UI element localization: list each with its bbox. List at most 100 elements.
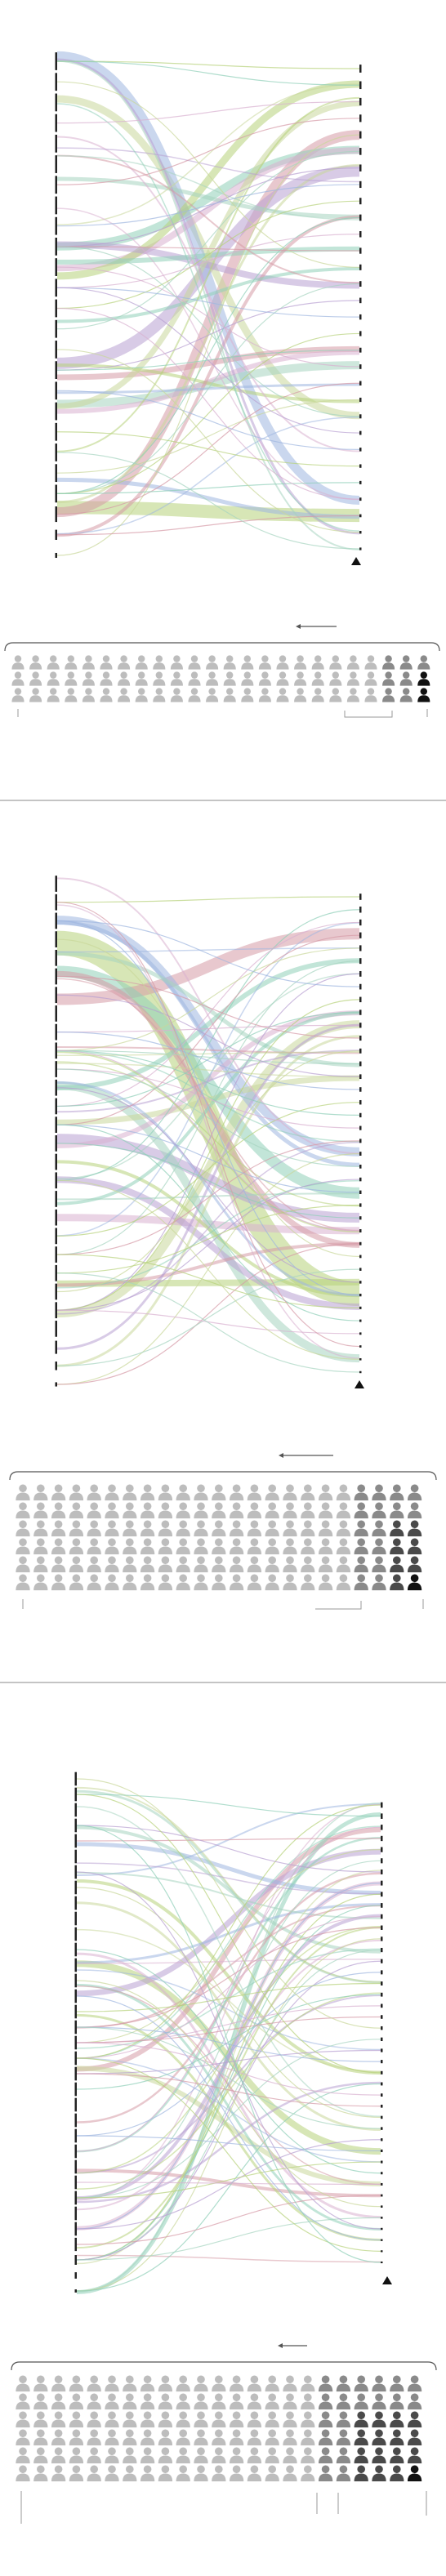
left-node-bar [55,1079,57,1096]
person-icon [16,2393,30,2410]
person-icon [407,2465,422,2482]
flow-link [76,1794,381,2074]
right-node-bar [359,381,362,386]
right-node-bar [381,2138,383,2141]
person-icon [364,688,377,702]
flow-link [76,1848,381,1997]
person-icon [118,655,131,670]
person-icon [140,2447,155,2464]
left-node-bar [55,1340,57,1354]
flow-link [56,973,360,1179]
person-icon [265,1538,279,1555]
flow-diagram-2-right-nodes [359,894,362,1374]
flow-link [56,431,360,467]
person-icon [301,1574,315,1591]
left-node-bar [55,341,57,359]
left-node-bar [55,361,57,380]
flow-link [56,994,360,1077]
right-node-bar [359,958,362,965]
person-icon [188,671,201,686]
person-icon [318,1520,333,1537]
person-icon [301,2411,315,2428]
person-icon [247,1484,262,1501]
right-node-bar [359,397,362,403]
flow-link [76,2161,381,2199]
flow-link [56,896,360,903]
flow-link [56,1134,360,1223]
person-icon [29,688,42,702]
flow-link [56,1011,360,1108]
person-icon [364,671,377,686]
person-icon [194,1574,208,1591]
flow-link [56,83,360,225]
person-icon [123,2375,137,2392]
flow-link [56,167,360,247]
right-node-bar [359,1306,362,1309]
person-icon [265,2447,279,2464]
left-node-bar [55,1264,57,1281]
person-icon [301,2393,315,2410]
person-icon [390,2393,404,2410]
person-icon [140,1538,155,1555]
person-icon [194,1484,208,1501]
flow-link [56,234,360,288]
person-icon [176,2447,190,2464]
left-node-bar [74,2190,77,2205]
person-icon [206,671,219,686]
person-icon [212,1520,226,1537]
left-node-bar [55,1228,57,1245]
flow-link [56,1081,360,1297]
right-node-bar [381,2082,383,2086]
person-icon [354,2411,368,2428]
person-icon [158,2411,173,2428]
person-icon [176,2393,190,2410]
flow-link [56,399,360,474]
right-node-bar [359,1216,362,1220]
left-node-bar [55,1005,57,1022]
flow-link [56,920,360,1296]
person-icon [29,655,42,670]
person-icon [229,2465,244,2482]
flow-link [76,1995,381,2241]
flow-link [76,1994,381,2090]
person-icon [336,2465,351,2482]
person-icon [16,1502,30,1519]
person-icon [223,655,236,670]
person-icon [69,2393,84,2410]
right-node-bar [381,2026,383,2030]
person-icon [247,1538,262,1555]
person-icon [69,1556,84,1573]
person-icon [105,2375,119,2392]
left-node-bar [55,176,57,194]
person-icon [123,2447,137,2464]
person-icon [87,1556,101,1573]
flow-link [76,1905,381,2029]
flow-link [76,1862,381,1895]
person-icon [194,1538,208,1555]
flow-link [56,51,360,505]
right-node-bar [359,1164,362,1169]
right-node-bar [359,945,362,952]
person-icon [123,1556,137,1573]
person-icon [212,2447,226,2464]
person-icon [382,671,395,686]
person-icon [283,1574,297,1591]
person-icon [16,1520,30,1537]
arrow-left-icon [279,1453,333,1458]
left-node-bar [74,1772,77,1786]
flow-link [56,1087,360,1283]
group-bracket-1 [344,711,393,718]
left-node-bar [55,529,57,540]
flow-link [76,1927,381,2028]
left-node-bar [55,1302,57,1319]
person-icon [158,1538,173,1555]
flow-link [76,2016,381,2043]
flow-link [76,1838,381,1842]
person-icon [247,2375,262,2392]
person-icon [105,2465,119,2482]
right-node-bar [359,97,362,106]
person-icon [87,2393,101,2410]
person-icon [390,2375,404,2392]
person-icon [123,1520,137,1537]
person-icon [265,2411,279,2428]
